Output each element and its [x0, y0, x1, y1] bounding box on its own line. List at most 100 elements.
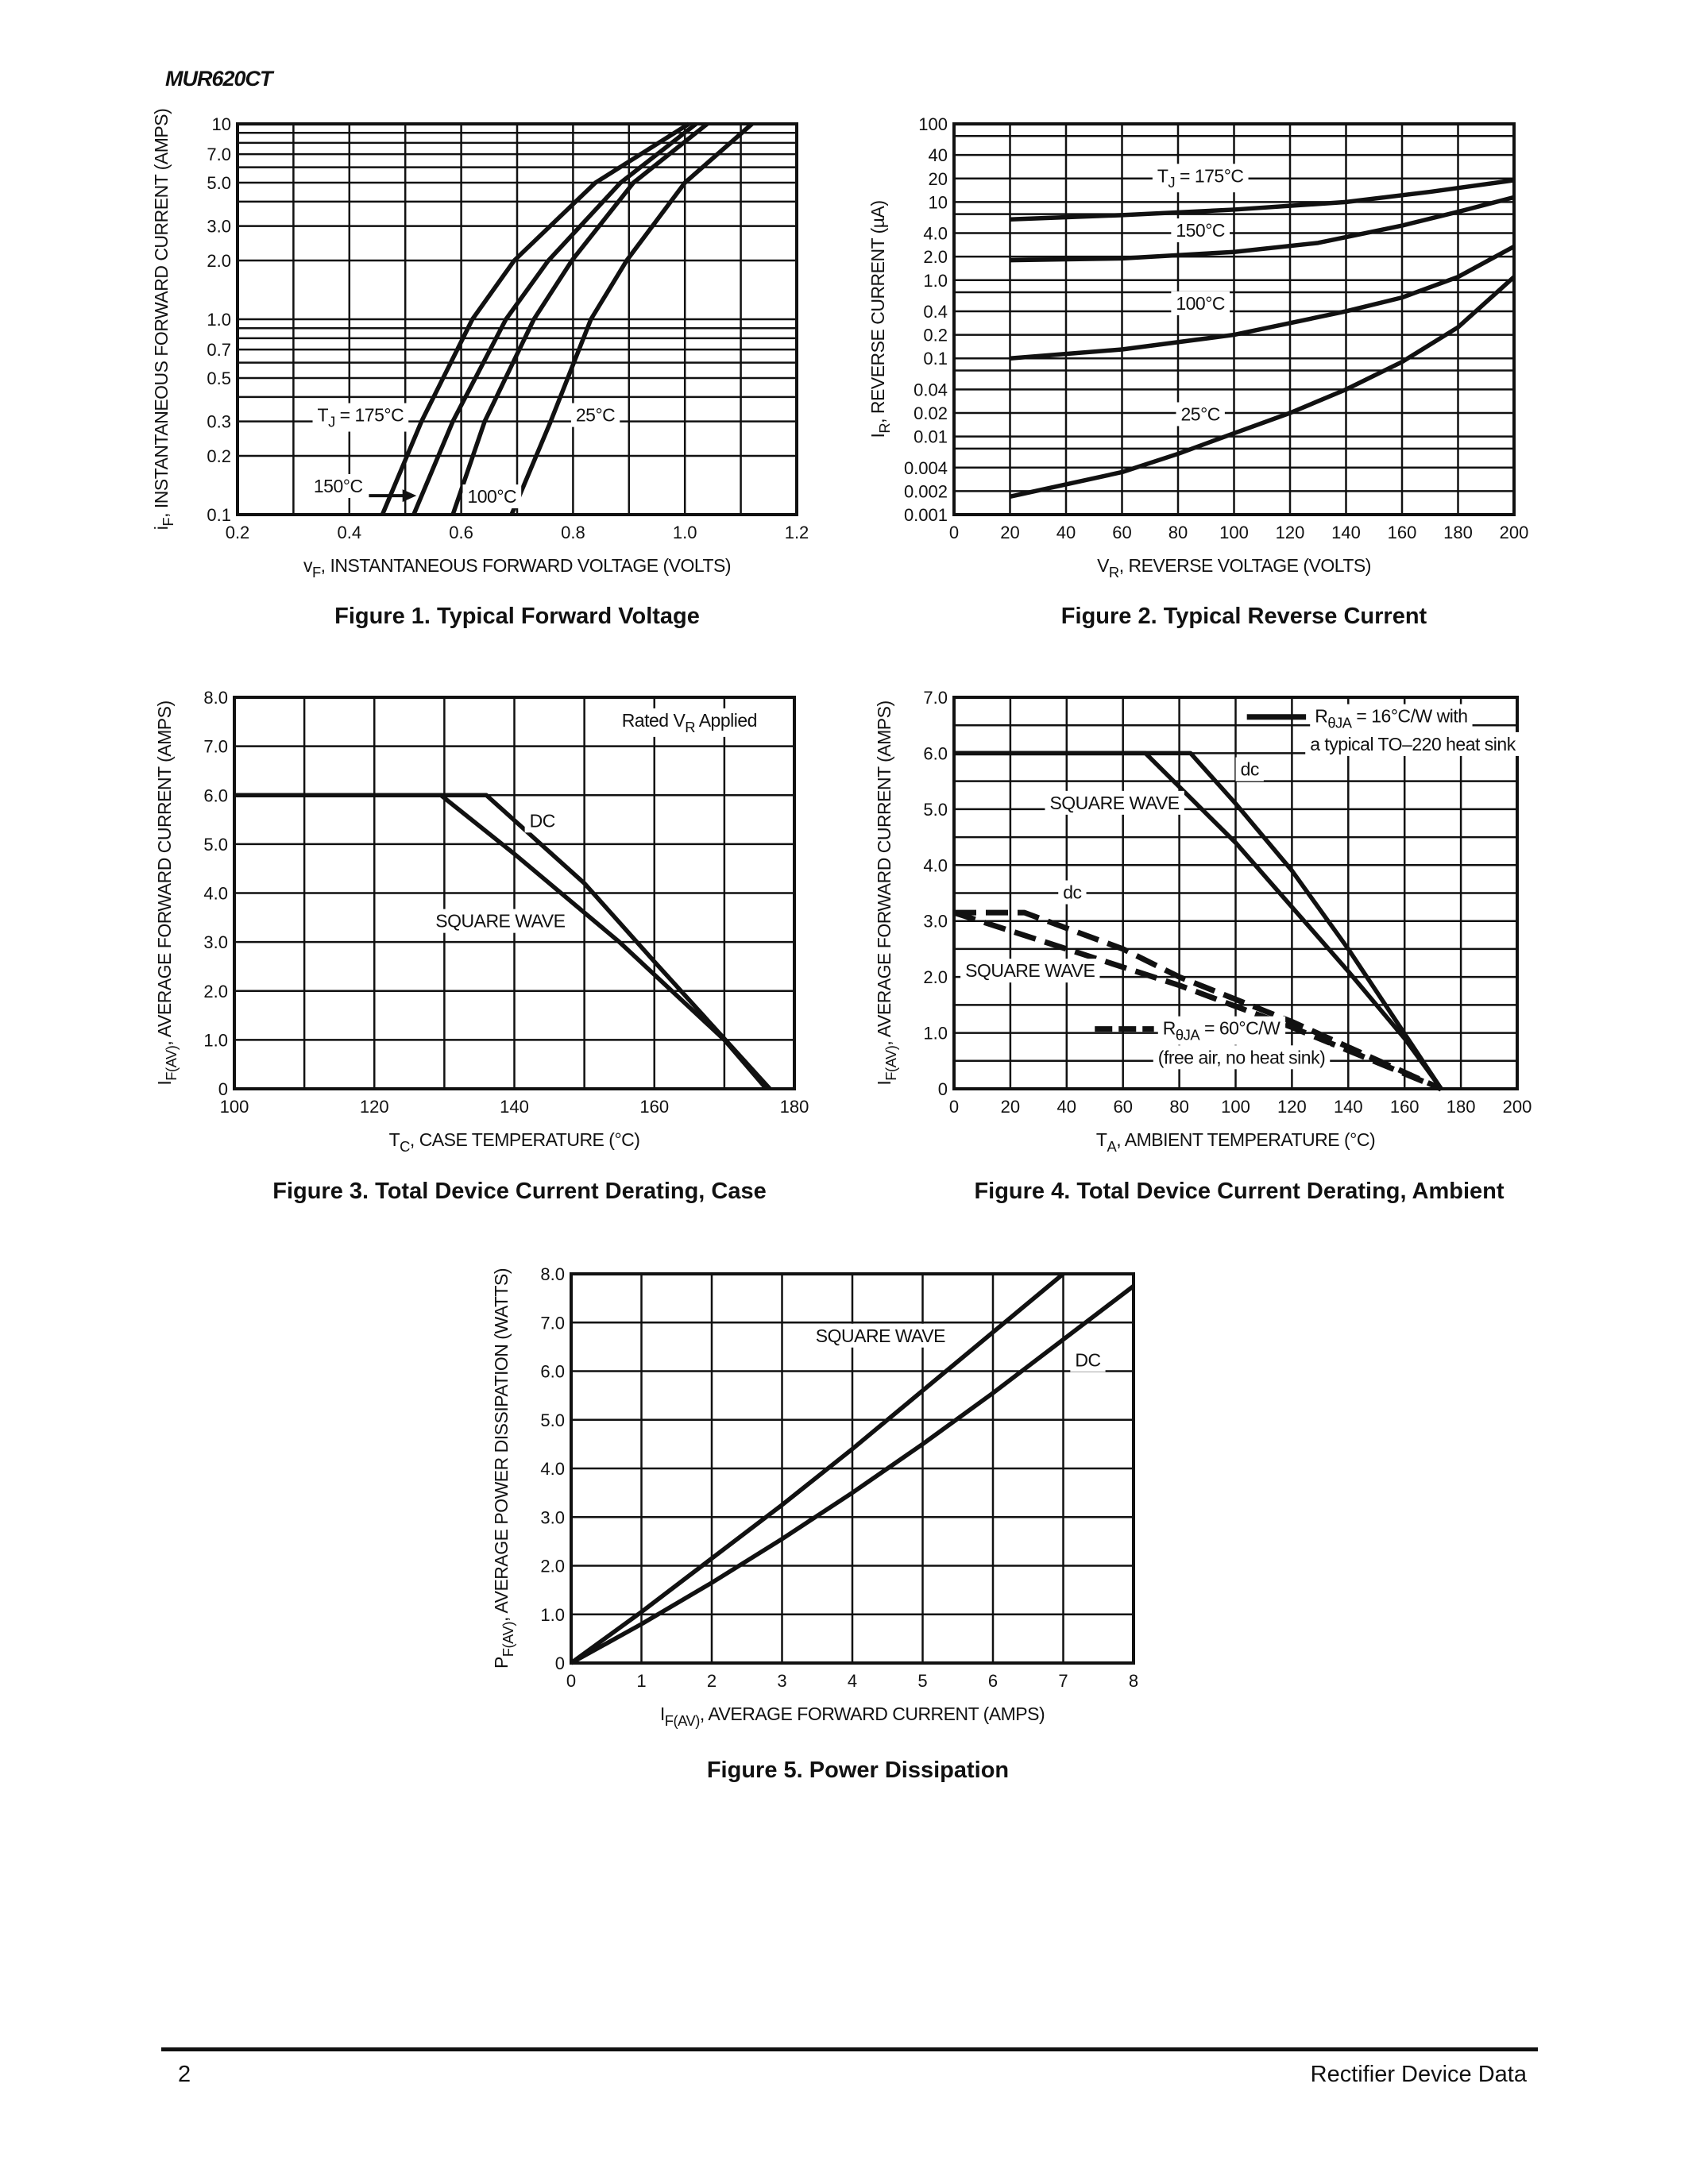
x-tick-label: 0.6	[449, 523, 473, 542]
x-tick-label: 0	[949, 523, 959, 542]
y-tick-label: 0.02	[914, 403, 948, 423]
y-tick-label: 5.0	[207, 173, 231, 193]
x-tick-label: 160	[1390, 1097, 1420, 1117]
x-tick-label: 0	[949, 1097, 959, 1117]
series-label-bg	[462, 484, 522, 509]
x-tick-label: 2	[707, 1671, 717, 1691]
figure-4: 0 20 40 60 80 100 120 140 160 180 200 7.0 6.0 5.0 4.0 3…	[874, 688, 1532, 1155]
x-tick-label: 200	[1503, 1097, 1532, 1117]
y-tick-label: 8.0	[540, 1264, 565, 1284]
y-tick-label: 0.004	[904, 458, 948, 478]
y-tick-label: 3.0	[540, 1507, 565, 1527]
y-tick-label: 3.0	[923, 912, 948, 932]
series-label-bg	[810, 1323, 951, 1348]
y-tick-label: 1.0	[540, 1605, 565, 1625]
series-label: 150°C	[1176, 220, 1225, 241]
series-label-bg	[1171, 291, 1230, 315]
x-tick-label: 60	[1113, 1097, 1132, 1117]
y-tick-label: 0.01	[914, 427, 948, 447]
x-tick-label: 180	[1447, 1097, 1476, 1117]
figure-5: 0 1 2 3 4 5 6 7 8 8.0 7.0 6.0 5.0 4.0 3.0 2.0 1.0 0 IF(AV)…	[491, 1264, 1138, 1729]
x-tick-label: 160	[1388, 523, 1417, 542]
x-tick-label: 5	[917, 1671, 927, 1691]
y-tick-label: 0.2	[923, 326, 948, 345]
y-tick-label: 0.5	[207, 369, 231, 388]
y-tick-label: 10	[929, 192, 948, 212]
arrowhead-icon	[402, 489, 417, 503]
x-tick-label: 140	[1334, 1097, 1363, 1117]
x-tick-label: 0.4	[338, 523, 362, 542]
y-axis-label: IR, REVERSE CURRENT (µA)	[867, 200, 893, 438]
x-tick-label: 100	[1219, 523, 1249, 542]
x-tick-label: 1	[636, 1671, 646, 1691]
x-tick-label: 100	[220, 1097, 249, 1117]
x-tick-label: 140	[500, 1097, 529, 1117]
series-label-bg	[1235, 757, 1264, 781]
y-axis-label: PF(AV), AVERAGE POWER DISSIPATION (WATTS…	[491, 1268, 516, 1669]
series-label: 100°C	[467, 486, 516, 507]
legend-label-bg	[1153, 1045, 1331, 1070]
x-tick-label: 40	[1056, 523, 1076, 542]
plot-frame	[233, 696, 796, 1090]
y-tick-label: 40	[929, 145, 948, 165]
x-axis-label: VR, REVERSE VOLTAGE (VOLTS)	[1097, 555, 1371, 581]
series-line	[1010, 178, 1515, 222]
y-tick-label: 5.0	[203, 835, 228, 855]
x-tick-label: 80	[1169, 1097, 1188, 1117]
x-tick-label: 200	[1500, 523, 1529, 542]
y-tick-label: 7.0	[540, 1313, 565, 1333]
x-tick-label: 180	[780, 1097, 809, 1117]
series-line	[570, 1284, 1135, 1665]
x-tick-label: 180	[1443, 523, 1473, 542]
series-line	[509, 122, 754, 516]
figure-1: 0.2 0.4 0.6 0.8 1.0 1.2 10 7.0 5.0 3.0 2.0 1.0 0.7 0.…	[151, 109, 809, 581]
series-line	[954, 751, 1443, 1090]
series-line	[1010, 244, 1516, 361]
series-label-bg	[1176, 402, 1225, 426]
y-tick-label: 0.4	[923, 302, 948, 322]
y-tick-label: 7.0	[203, 737, 228, 757]
y-tick-label: 2.0	[203, 982, 228, 1001]
y-tick-label: 2.0	[923, 247, 948, 267]
series-label: dc	[1241, 759, 1259, 780]
x-tick-label: 80	[1168, 523, 1188, 542]
series-line	[411, 122, 697, 516]
series-label-bg	[1058, 880, 1087, 905]
figure-5-caption: Figure 5. Power Dissipation	[706, 1758, 1010, 1783]
figure-3: 100 120 140 160 180 8.0 7.0 6.0 5.0 4.0 3.0 2.0 1.0 0…	[154, 688, 809, 1155]
x-tick-label: 4	[848, 1671, 857, 1691]
condition-note: Rated VR Applied	[622, 710, 757, 735]
series-line	[1009, 275, 1516, 500]
y-tick-label: 4.0	[203, 884, 228, 904]
x-axis-label: IF(AV), AVERAGE FORWARD CURRENT (AMPS)	[660, 1704, 1045, 1729]
legend-label: RθJA = 16°C/W with	[1315, 706, 1467, 731]
series-label: dc	[1063, 882, 1081, 903]
x-tick-label: 8	[1129, 1671, 1138, 1691]
y-tick-label: 6.0	[203, 785, 228, 805]
x-tick-label: 120	[360, 1097, 389, 1117]
series-label-bg	[308, 473, 368, 498]
y-tick-label: 5.0	[540, 1410, 565, 1430]
x-tick-label: 3	[777, 1671, 786, 1691]
series-line	[1010, 195, 1515, 263]
y-axis-label: iF, INSTANTANEOUS FORWARD CURRENT (AMPS)	[151, 109, 176, 531]
plot-frame	[236, 122, 798, 516]
x-axis-label: vF, INSTANTANEOUS FORWARD VOLTAGE (VOLTS…	[303, 555, 731, 581]
series-line	[570, 1271, 1065, 1665]
series-label-bg	[570, 403, 620, 427]
x-tick-label: 100	[1221, 1097, 1250, 1117]
y-tick-label: 0	[218, 1079, 228, 1099]
series-label: SQUARE WAVE	[1049, 793, 1179, 813]
y-tick-label: 20	[929, 169, 948, 189]
figure-2-caption: Figure 2. Typical Reverse Current	[1060, 604, 1427, 629]
series-label: SQUARE WAVE	[965, 960, 1095, 981]
series-label-bg	[1070, 1348, 1106, 1372]
y-tick-label: 4.0	[923, 855, 948, 875]
plot-frame	[570, 1272, 1135, 1665]
series-line	[234, 793, 768, 1090]
legend-label-bg	[1310, 704, 1473, 733]
y-tick-label: 0.1	[923, 349, 948, 369]
series-line	[450, 122, 709, 515]
y-tick-label: 4.0	[540, 1459, 565, 1479]
x-tick-label: 0.2	[226, 523, 250, 542]
